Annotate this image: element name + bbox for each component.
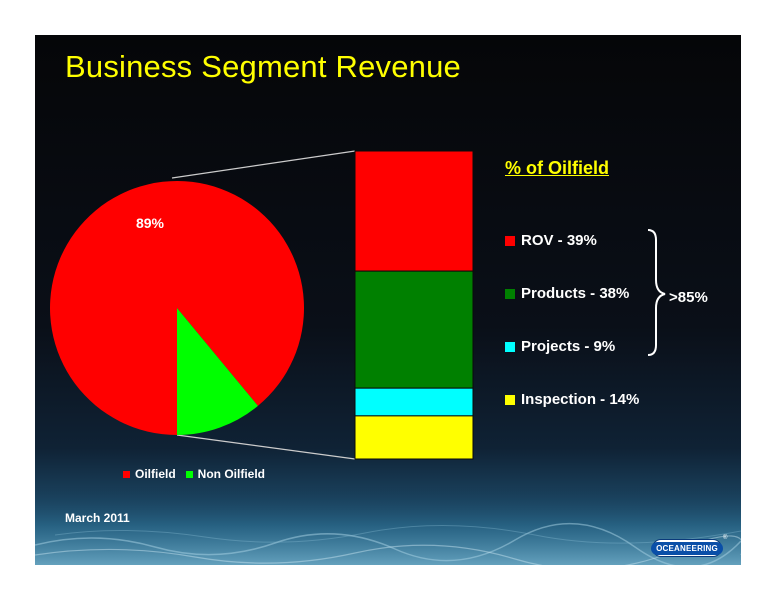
revenue-chart: 89% [50,150,666,460]
pie-legend: Oilfield Non Oilfield [123,467,275,481]
bar-segment-3 [354,387,474,417]
brace-annotation: >85% [669,289,708,306]
bar-segment-2 [354,270,474,389]
grouping-brace-icon [647,229,666,356]
legend-swatch [505,394,515,405]
legend-swatch [505,341,515,352]
legend-label: Inspection - 14% [521,391,640,408]
legend-item-inspection: Inspection - 14% [505,391,639,408]
bar-segment-4 [354,415,474,460]
slide: Business Segment Revenue 89% % of Oilfie… [35,35,741,565]
legend-label: Oilfield [135,467,176,481]
pie-slice-oilfield [50,181,305,435]
legend-label: Products - 38% [521,285,630,302]
oceaneering-logo: OCEANEERING [651,539,723,557]
registered-mark: ® [723,535,728,541]
pie-legend-item-oilfield: Oilfield [123,467,176,481]
seafloor-background [35,485,741,565]
legend-item-projects: Projects - 9% [505,338,615,355]
oilfield-segment-stacked-bar [354,150,474,460]
legend-label: ROV - 39% [521,232,597,249]
connector-line-bottom [176,434,356,460]
legend-label: Non Oilfield [197,467,266,481]
slide-date: March 2011 [65,511,130,525]
logo-text: OCEANEERING [651,541,723,555]
bar-segment-1 [354,150,474,272]
legend-swatch [505,288,515,299]
legend-item-products: Products - 38% [505,285,629,302]
legend-swatch [185,470,193,478]
legend-swatch [505,235,515,246]
segment-legend-title: % of Oilfield [505,158,610,178]
oilfield-pie-chart: 89% [50,181,305,435]
pie-slice-non-oilfield [177,308,258,435]
slide-title: Business Segment Revenue [65,49,461,84]
pie-data-label-oilfield: 89% [136,215,165,231]
legend-label: Projects - 9% [521,338,616,355]
legend-item-rov: ROV - 39% [505,232,597,249]
connector-line-top [171,150,356,179]
pie-legend-item-non-oilfield: Non Oilfield [185,467,266,481]
legend-swatch [123,470,130,478]
